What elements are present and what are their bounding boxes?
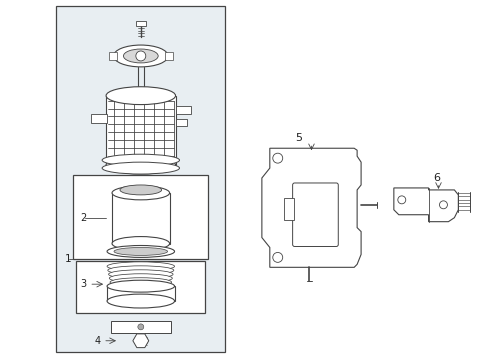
Bar <box>165 52 172 60</box>
Ellipse shape <box>107 280 174 292</box>
Ellipse shape <box>102 162 179 174</box>
Circle shape <box>273 252 283 262</box>
Ellipse shape <box>106 87 175 105</box>
Bar <box>107 286 174 301</box>
Bar <box>91 113 107 123</box>
Ellipse shape <box>109 270 173 279</box>
Circle shape <box>138 324 144 330</box>
Circle shape <box>398 196 406 204</box>
Text: 3: 3 <box>80 279 86 289</box>
Bar <box>106 96 175 165</box>
Polygon shape <box>262 148 361 267</box>
Ellipse shape <box>107 262 174 271</box>
Ellipse shape <box>106 156 175 174</box>
Text: 1: 1 <box>64 255 71 264</box>
Text: 2: 2 <box>80 213 87 223</box>
Ellipse shape <box>110 278 172 287</box>
FancyBboxPatch shape <box>293 183 338 247</box>
Ellipse shape <box>111 282 171 291</box>
Bar <box>109 52 117 60</box>
Text: 5: 5 <box>295 133 303 143</box>
Bar <box>74 175 208 260</box>
Bar <box>112 193 170 243</box>
Bar <box>76 261 205 313</box>
Text: 4: 4 <box>94 336 100 346</box>
Bar <box>111 321 171 333</box>
Circle shape <box>136 51 146 61</box>
Circle shape <box>440 201 447 209</box>
Text: 6: 6 <box>434 173 441 183</box>
Ellipse shape <box>108 266 174 275</box>
Ellipse shape <box>107 294 174 308</box>
Polygon shape <box>394 188 458 222</box>
Bar <box>284 198 294 220</box>
Ellipse shape <box>112 237 170 251</box>
Ellipse shape <box>112 186 170 200</box>
Ellipse shape <box>109 274 172 283</box>
Circle shape <box>273 153 283 163</box>
Ellipse shape <box>102 154 179 166</box>
Bar <box>136 21 146 26</box>
Bar <box>175 105 192 113</box>
Ellipse shape <box>123 49 158 63</box>
Ellipse shape <box>120 185 162 195</box>
Bar <box>56 6 225 352</box>
Ellipse shape <box>114 45 168 67</box>
Polygon shape <box>133 334 149 348</box>
Ellipse shape <box>107 246 174 257</box>
Bar <box>175 120 188 126</box>
Ellipse shape <box>114 247 168 255</box>
